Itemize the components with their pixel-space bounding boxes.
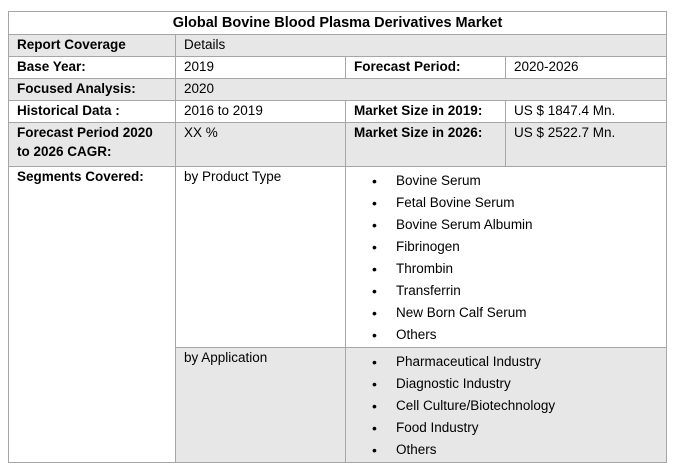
segments-covered-label: Segments Covered:	[8, 166, 176, 464]
application-list-cell: Pharmaceutical IndustryDiagnostic Indust…	[344, 347, 668, 464]
bullet-item: Others	[372, 439, 658, 461]
bullet-item: Food Industry	[372, 417, 658, 439]
table-row-segments-application: by Application Pharmaceutical IndustryDi…	[9, 347, 668, 464]
report-coverage-label: Report Coverage	[8, 34, 176, 58]
historical-data-value: 2016 to 2019	[175, 100, 346, 124]
product-type-bullet-list: Bovine SerumFetal Bovine SerumBovine Ser…	[354, 170, 658, 346]
report-coverage-value: Details	[174, 34, 668, 58]
by-application-label: by Application	[175, 347, 346, 464]
bullet-item: Thrombin	[372, 258, 658, 280]
bullet-item: New Born Calf Serum	[372, 302, 658, 324]
bullet-item: Cell Culture/Biotechnology	[372, 395, 658, 417]
forecast-cagr-value: XX %	[175, 122, 346, 168]
base-year-value: 2019	[175, 56, 346, 80]
table-row-focused-analysis: Focused Analysis: 2020	[8, 78, 668, 102]
market-report-table: Global Bovine Blood Plasma Derivatives M…	[7, 10, 668, 464]
focused-analysis-value: 2020	[174, 78, 668, 102]
table-row-forecast-cagr: Forecast Period 2020 to 2026 CAGR: XX % …	[8, 122, 668, 168]
bullet-item: Others	[372, 324, 658, 346]
historical-data-label: Historical Data :	[8, 100, 176, 124]
forecast-period-value: 2020-2026	[504, 56, 668, 80]
table-title: Global Bovine Blood Plasma Derivatives M…	[7, 10, 668, 36]
bullet-item: Fetal Bovine Serum	[372, 192, 658, 214]
bullet-item: Fibrinogen	[372, 236, 658, 258]
application-bullet-list: Pharmaceutical IndustryDiagnostic Indust…	[354, 351, 658, 461]
market-size-2026-value: US $ 2522.7 Mn.	[504, 122, 668, 168]
bullet-item: Bovine Serum Albumin	[372, 214, 658, 236]
table-row-report-coverage: Report Coverage Details	[8, 34, 668, 58]
market-size-2026-label: Market Size in 2026:	[345, 122, 506, 168]
bullet-item: Bovine Serum	[372, 170, 658, 192]
focused-analysis-label: Focused Analysis:	[8, 78, 176, 102]
base-year-label: Base Year:	[8, 56, 176, 80]
by-product-type-label: by Product Type	[175, 166, 346, 349]
bullet-item: Diagnostic Industry	[372, 373, 658, 395]
table-row-segments-product-type: Segments Covered: by Product Type Bovine…	[8, 166, 668, 464]
product-type-list-cell: Bovine SerumFetal Bovine SerumBovine Ser…	[344, 166, 668, 349]
bullet-item: Pharmaceutical Industry	[372, 351, 658, 373]
market-size-2019-label: Market Size in 2019:	[345, 100, 506, 124]
market-size-2019-value: US $ 1847.4 Mn.	[504, 100, 668, 124]
bullet-item: Transferrin	[372, 280, 658, 302]
table-row-historical-data: Historical Data : 2016 to 2019 Market Si…	[8, 100, 668, 124]
forecast-cagr-label: Forecast Period 2020 to 2026 CAGR:	[8, 122, 176, 168]
forecast-period-label: Forecast Period:	[345, 56, 506, 80]
table-row-base-year: Base Year: 2019 Forecast Period: 2020-20…	[8, 56, 668, 80]
table-row-title: Global Bovine Blood Plasma Derivatives M…	[7, 10, 668, 36]
